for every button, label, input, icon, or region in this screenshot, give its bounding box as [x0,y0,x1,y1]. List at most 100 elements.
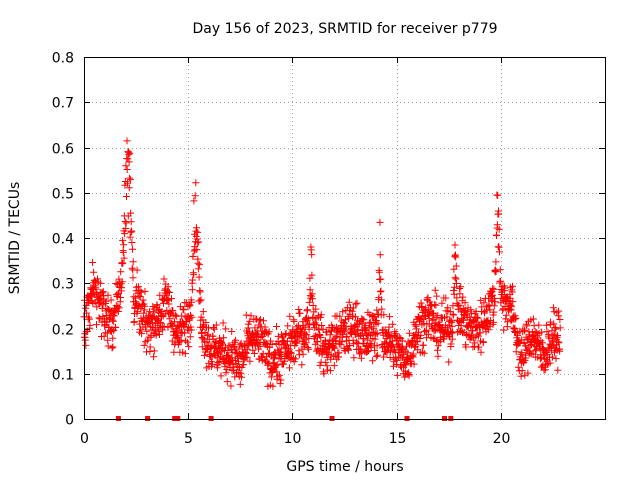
data-point [246,317,254,325]
data-point [196,288,204,296]
data-point [245,328,253,336]
data-point [189,276,197,284]
data-point [273,375,281,383]
data-point [312,321,320,329]
data-point [494,191,502,199]
data-point [418,348,426,356]
data-point [214,359,222,366]
data-point [445,358,453,366]
data-point [99,289,106,297]
y-tick-label: 0.2 [52,323,74,339]
data-point [121,230,129,238]
data-point [144,336,152,344]
data-point [373,342,381,350]
data-point [139,296,147,304]
data-point [403,342,410,350]
data-point [308,251,316,259]
data-point [120,254,128,262]
data-point [377,275,385,283]
data-point [531,328,539,336]
data-point [473,313,481,321]
data-point [312,305,320,313]
data-point [296,309,304,317]
data-point [392,330,400,338]
data-point [549,304,557,312]
data-point [433,336,441,344]
data-point [374,319,382,327]
data-point [218,339,225,347]
data-point [140,341,148,349]
data-point [318,322,326,329]
data-point [442,294,450,302]
data-point [462,343,470,351]
data-point [125,184,133,192]
data-point [474,332,482,340]
data-point [548,353,556,361]
data-point [301,336,309,344]
data-point [176,338,184,346]
data-point [461,299,469,307]
data-point [118,284,125,292]
data-point [193,246,201,254]
y-tick-label: 0.8 [52,51,74,67]
data-point [451,252,459,260]
data-point [117,268,125,276]
data-point [276,380,284,388]
data-point [243,353,251,361]
data-point [138,330,146,338]
data-point [332,332,340,340]
data-point [120,241,128,249]
gap-marker [115,416,121,421]
data-point [303,331,311,339]
data-point [497,277,504,285]
data-point [476,329,484,337]
data-point [493,221,501,229]
data-point [109,334,117,342]
data-point [418,303,426,310]
data-point [220,334,228,342]
data-point [451,241,459,249]
data-point [434,352,442,360]
data-point [405,372,413,380]
data-point [140,309,148,317]
data-point [409,336,416,344]
data-point [524,369,532,377]
data-point [303,314,310,322]
data-point [380,311,388,319]
data-point [369,357,377,365]
data-point [110,327,118,335]
data-point [352,300,360,308]
data-point [346,329,354,337]
data-point [372,329,380,337]
data-point [542,321,550,329]
data-point [117,294,124,301]
data-point [395,340,403,348]
data-point [143,327,151,335]
data-point [335,349,343,357]
data-point [546,359,554,367]
data-point [316,361,324,369]
data-point [485,301,493,309]
data-point [517,372,525,380]
data-point [290,317,298,325]
data-point [376,218,384,226]
data-point [236,380,244,388]
data-point [189,253,197,260]
data-point [366,319,373,327]
data-point [239,361,247,369]
gap-markers [115,416,454,421]
data-point [498,291,506,298]
data-point [492,267,500,275]
data-point [493,232,501,240]
data-point [424,294,432,302]
data-point [256,342,264,350]
data-point [490,285,498,293]
data-point [313,337,321,345]
data-point [317,333,325,341]
data-point [128,239,136,246]
data-point [490,302,498,310]
data-point [222,369,230,377]
data-point [119,259,127,267]
data-point [500,326,508,334]
data-point [242,349,250,357]
